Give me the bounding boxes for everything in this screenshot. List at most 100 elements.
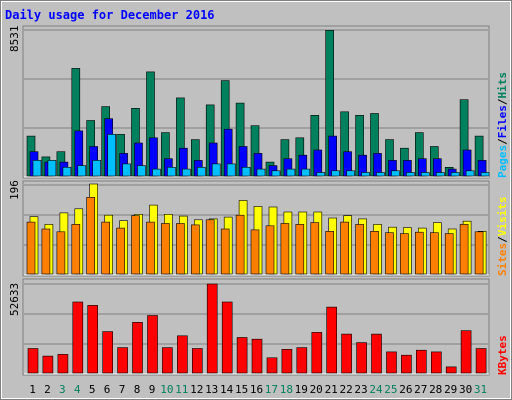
x-tick-label: 26 bbox=[399, 383, 412, 396]
bar-sites bbox=[235, 214, 245, 275]
bar-pages bbox=[480, 172, 490, 177]
x-tick-label: 31 bbox=[474, 383, 487, 396]
bar-sites bbox=[101, 221, 110, 275]
bar-pages bbox=[137, 165, 146, 177]
bar-kbytes bbox=[460, 330, 472, 374]
bar-kbytes bbox=[326, 306, 338, 374]
legend-separator: / bbox=[496, 98, 509, 105]
bar-kbytes bbox=[147, 315, 158, 374]
bar-kbytes bbox=[341, 333, 352, 374]
bar-pages bbox=[346, 170, 355, 177]
bar-pages bbox=[316, 172, 326, 177]
bar-sites bbox=[41, 228, 51, 275]
bar-pages bbox=[32, 160, 42, 177]
bar-kbytes bbox=[401, 354, 412, 374]
bar-kbytes bbox=[266, 357, 278, 374]
bar-kbytes bbox=[42, 355, 54, 374]
bar-files bbox=[328, 135, 338, 177]
bar-sites bbox=[414, 231, 424, 275]
bar-pages bbox=[211, 163, 221, 177]
x-tick-label: 5 bbox=[89, 383, 96, 396]
bar-sites bbox=[161, 223, 170, 275]
bar-sites bbox=[400, 233, 409, 275]
bar-pages bbox=[226, 163, 236, 177]
bar-kbytes bbox=[386, 351, 397, 374]
bar-kbytes bbox=[415, 349, 427, 374]
bar-sites bbox=[355, 224, 364, 275]
bar-sites bbox=[474, 231, 484, 275]
bar-pages bbox=[376, 172, 385, 177]
bar-sites bbox=[459, 224, 469, 275]
x-tick-label: 4 bbox=[74, 383, 81, 396]
legend-separator: / bbox=[496, 138, 509, 145]
bar-sites bbox=[71, 224, 81, 275]
legend-kbytes: KBytes bbox=[496, 335, 509, 375]
bottom-max-label: 52633 bbox=[8, 283, 21, 316]
bar-pages bbox=[167, 167, 176, 177]
legend-files: Files bbox=[496, 105, 509, 138]
bar-sites bbox=[250, 229, 260, 275]
x-tick-label: 11 bbox=[175, 383, 188, 396]
bar-sites bbox=[370, 231, 379, 275]
bar-sites bbox=[131, 215, 140, 275]
bar-sites bbox=[310, 222, 320, 275]
bar-pages bbox=[465, 170, 475, 177]
x-tick-label: 29 bbox=[444, 383, 457, 396]
bar-kbytes bbox=[27, 348, 39, 374]
x-tick-label: 17 bbox=[265, 383, 278, 396]
legend-sites: Sites bbox=[496, 243, 509, 276]
bar-kbytes bbox=[356, 342, 367, 374]
bar-pages bbox=[271, 170, 281, 177]
bar-kbytes bbox=[162, 347, 173, 374]
bar-pages bbox=[241, 167, 251, 177]
bar-pages bbox=[331, 170, 341, 177]
x-tick-label: 15 bbox=[235, 383, 248, 396]
bar-pages bbox=[435, 172, 445, 177]
bar-kbytes bbox=[296, 347, 308, 374]
bar-sites bbox=[325, 231, 335, 275]
bar-kbytes bbox=[430, 351, 442, 374]
x-tick-label: 28 bbox=[429, 383, 442, 396]
bar-pages bbox=[256, 168, 266, 177]
bar-pages bbox=[391, 170, 400, 177]
bar-kbytes bbox=[102, 331, 113, 374]
bar-kbytes bbox=[281, 348, 293, 374]
bar-pages bbox=[122, 163, 131, 177]
bar-pages bbox=[286, 168, 296, 177]
x-tick-label: 25 bbox=[384, 383, 397, 396]
x-axis-labels: 1 2 3 4 5 6 7 8 9 10 11 12 13 14 15 16 17 18 19 20 21 22 23 24 2… bbox=[29, 383, 487, 396]
x-tick-label: 1 bbox=[29, 383, 36, 396]
x-tick-label: 8 bbox=[134, 383, 141, 396]
bar-sites bbox=[26, 221, 36, 275]
bar-pages bbox=[62, 167, 72, 177]
bar-kbytes bbox=[221, 301, 233, 374]
chart-title: Daily usage for December 2016 bbox=[5, 8, 215, 22]
bar-pages bbox=[406, 172, 415, 177]
x-tick-label: 27 bbox=[414, 383, 427, 396]
x-tick-label: 18 bbox=[280, 383, 293, 396]
x-tick-label: 9 bbox=[149, 383, 156, 396]
bar-kbytes bbox=[57, 354, 69, 374]
bottom-legend: KBytes bbox=[496, 335, 509, 375]
bar-sites bbox=[116, 227, 125, 275]
bar-kbytes bbox=[371, 333, 382, 374]
x-tick-label: 22 bbox=[339, 383, 352, 396]
x-tick-label: 2 bbox=[44, 383, 51, 396]
bar-kbytes bbox=[132, 321, 143, 374]
bar-sites bbox=[429, 232, 439, 275]
x-tick-label: 14 bbox=[220, 383, 234, 396]
bar-pages bbox=[152, 168, 161, 177]
x-tick-label: 10 bbox=[160, 383, 173, 396]
x-tick-label: 12 bbox=[190, 383, 203, 396]
x-tick-label: 19 bbox=[295, 383, 308, 396]
bar-sites bbox=[205, 219, 215, 275]
bar-kbytes bbox=[206, 283, 218, 374]
legend-separator: / bbox=[496, 236, 509, 243]
bar-kbytes bbox=[251, 338, 263, 374]
bar-pages bbox=[197, 167, 206, 177]
x-tick-label: 20 bbox=[310, 383, 323, 396]
bar-pages bbox=[77, 165, 87, 177]
x-tick-label: 23 bbox=[354, 383, 367, 396]
